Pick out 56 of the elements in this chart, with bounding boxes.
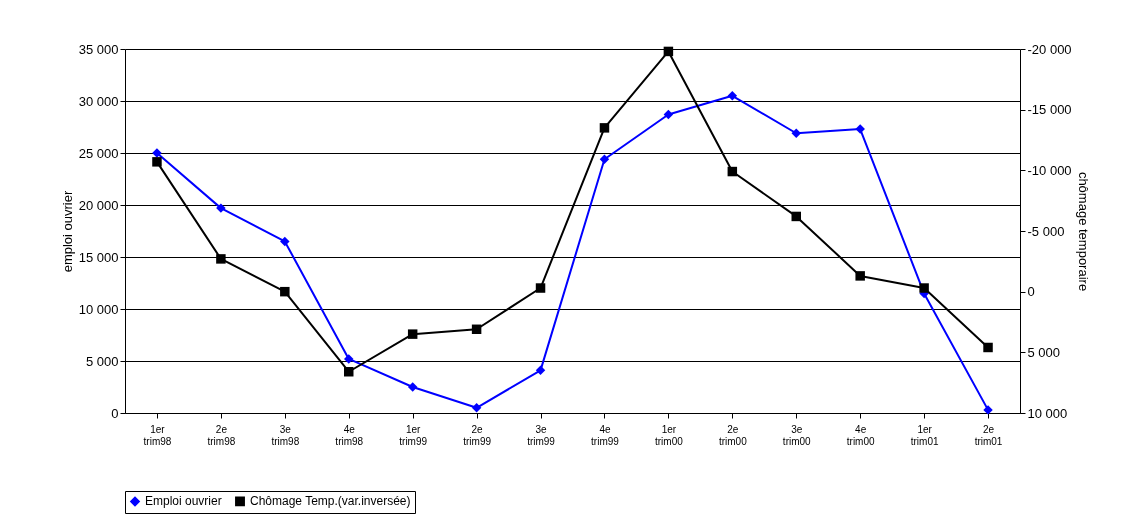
point — [727, 166, 738, 177]
point — [471, 403, 482, 413]
point — [471, 324, 482, 335]
y-tick-label: 5 000 — [85, 353, 119, 369]
y-tick-label: 35 000 — [78, 41, 119, 57]
x-tick-label: 1er trim00 — [654, 423, 684, 447]
x-tick-label: 4e trim99 — [591, 423, 620, 447]
y2-tick-label: 10 000 — [1027, 405, 1068, 421]
x-tick-label: 4e trim00 — [846, 423, 875, 447]
point — [919, 283, 929, 293]
y-tick-label: 10 000 — [78, 301, 119, 317]
x-tick-label: 1er trim01 — [910, 423, 939, 447]
point — [407, 382, 418, 392]
x-tick-label: 3e trim00 — [782, 423, 812, 447]
x-tick-label: 2e trim98 — [207, 423, 236, 447]
x-tick-label: 3e trim98 — [271, 423, 300, 447]
point — [791, 211, 801, 222]
y2-tick-label: -15 000 — [1027, 102, 1072, 118]
point — [727, 91, 738, 101]
point — [407, 329, 418, 339]
y-tick-label: 15 000 — [78, 249, 119, 265]
legend-label: Emploi ouvrier — [145, 494, 222, 509]
point — [280, 286, 290, 297]
point — [152, 157, 162, 167]
x-tick-label: 2e trim99 — [463, 423, 492, 447]
legend-label: Chômage Temp.(var.inversée) — [250, 494, 411, 509]
point — [216, 254, 226, 264]
x-tick-label: 3e trim99 — [527, 423, 556, 447]
y2-tick-label: -10 000 — [1027, 162, 1072, 178]
point — [535, 283, 546, 293]
point — [983, 342, 993, 353]
x-tick-label: 2e trim00 — [718, 423, 748, 447]
point — [663, 109, 674, 120]
x-tick-label: 2e trim01 — [974, 423, 1003, 447]
x-tick-label: 1er trim99 — [399, 423, 428, 447]
point — [344, 367, 354, 377]
y2-tick-label: 0 — [1027, 284, 1035, 300]
point — [599, 123, 610, 133]
point — [280, 236, 290, 247]
y2-tick-label: -5 000 — [1027, 223, 1065, 239]
point — [535, 365, 546, 376]
y-tick-label: 25 000 — [78, 145, 119, 161]
y2-axis-title: chômage temporaire — [1075, 171, 1091, 292]
x-tick-label: 1er trim98 — [143, 423, 172, 447]
point — [791, 128, 801, 138]
y-tick-label: 20 000 — [78, 197, 119, 213]
y2-tick-label: 5 000 — [1027, 344, 1061, 360]
point — [344, 354, 354, 364]
y-tick-label: 30 000 — [78, 93, 119, 109]
y-axis-title: emploi ouvrier — [59, 190, 75, 273]
x-tick-label: 4e trim98 — [335, 423, 364, 447]
point — [599, 154, 610, 164]
y-tick-label: 0 — [111, 405, 119, 421]
point — [663, 46, 674, 57]
y2-tick-label: -20 000 — [1027, 41, 1072, 57]
point — [855, 271, 865, 281]
